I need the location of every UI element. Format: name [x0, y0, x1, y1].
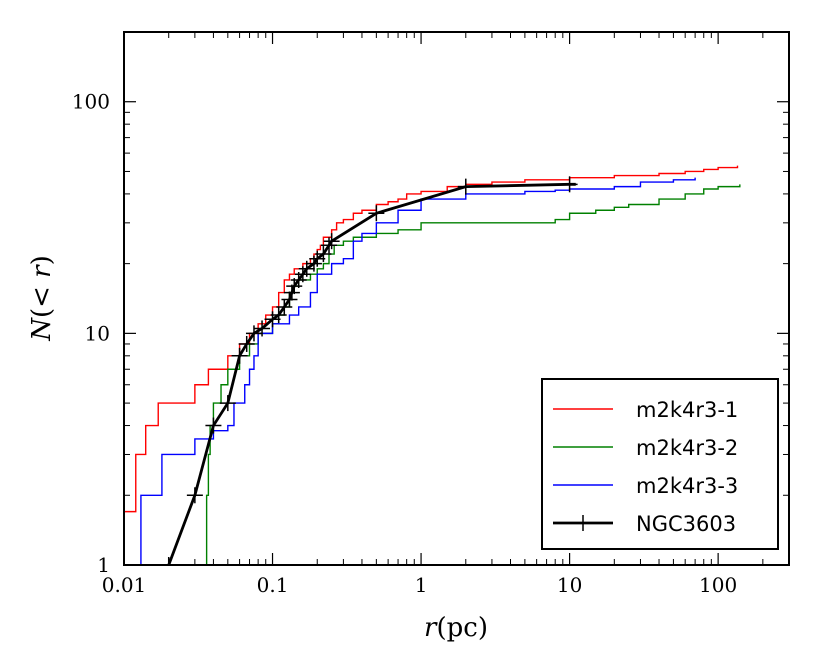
data-point-marker — [457, 178, 474, 195]
x-tick-label: 1 — [415, 573, 428, 597]
ticks-layer: 0.01 0.1 1 10 100 1 10 100 — [72, 32, 789, 597]
data-point-marker — [238, 335, 255, 352]
x-tick-label: 10 — [557, 573, 582, 597]
series-line-m2k4r3-3 — [135, 177, 696, 565]
legend-label: m2k4r3-3 — [636, 474, 738, 498]
y-tick-label: 10 — [85, 321, 110, 345]
legend-item-NGC3603: NGC3603 — [553, 512, 736, 536]
data-point-marker — [219, 395, 236, 412]
legend-item-m2k4r3-1: m2k4r3-1 — [553, 398, 738, 422]
series-layer — [124, 165, 741, 565]
plot-frame — [123, 31, 790, 566]
data-point-marker — [245, 325, 262, 342]
x-tick-label: 100 — [699, 573, 737, 597]
data-point-marker — [561, 176, 578, 193]
data-point-marker — [254, 320, 271, 337]
legend-label: m2k4r3-2 — [636, 436, 738, 460]
legend-box — [541, 378, 779, 550]
data-point-marker — [186, 487, 203, 504]
legend-item-m2k4r3-2: m2k4r3-2 — [553, 436, 738, 460]
data-point-marker — [323, 233, 340, 250]
legend: m2k4r3-1 m2k4r3-2 m2k4r3-3 NGC3603 — [541, 378, 779, 550]
x-axis-label: r(pc) — [424, 613, 488, 643]
data-point-marker — [368, 205, 385, 222]
data-point-marker — [270, 307, 287, 324]
x-tick-label: 0.1 — [257, 573, 289, 597]
y-axis-label: N(< r) — [27, 255, 57, 342]
data-point-marker — [281, 291, 298, 308]
data-point-marker — [286, 278, 303, 295]
y-tick-label: 1 — [97, 553, 110, 577]
data-point-marker — [205, 417, 222, 434]
data-point-marker — [315, 246, 332, 263]
legend-item-m2k4r3-3: m2k4r3-3 — [553, 474, 738, 498]
data-point-marker — [321, 237, 338, 254]
legend-label: NGC3603 — [636, 512, 736, 536]
data-point-marker — [264, 311, 281, 328]
x-tick-label: 0.01 — [102, 573, 147, 597]
series-line-NGC3603 — [167, 182, 576, 565]
y-tick-label: 100 — [72, 90, 110, 114]
series-line-m2k4r3-2 — [204, 184, 741, 565]
data-point-marker — [231, 347, 248, 364]
data-point-marker — [283, 284, 300, 301]
legend-label: m2k4r3-1 — [636, 398, 738, 422]
